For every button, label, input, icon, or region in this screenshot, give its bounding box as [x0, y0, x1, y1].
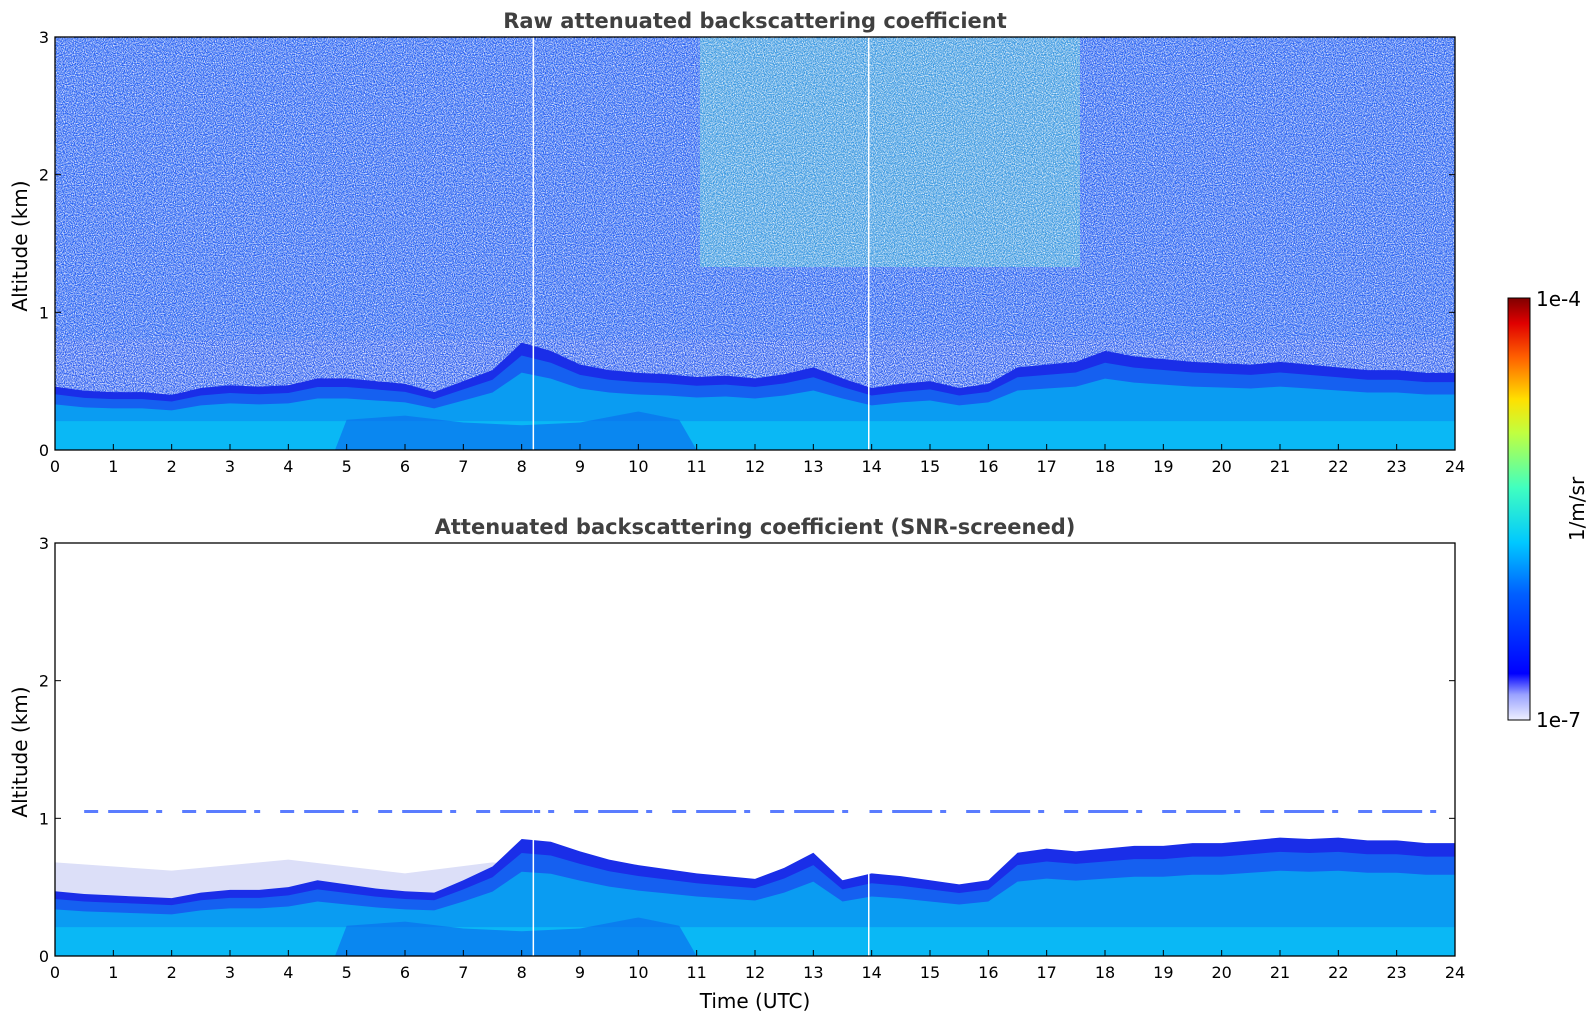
- x-tick-label: 19: [1153, 457, 1173, 476]
- x-tick-label: 16: [978, 963, 998, 982]
- x-tick-label: 4: [283, 963, 293, 982]
- x-tick-label: 3: [225, 457, 235, 476]
- x-tick-label: 19: [1153, 963, 1173, 982]
- x-tick-label: 1: [108, 457, 118, 476]
- x-tick-label: 6: [400, 963, 410, 982]
- top-y-axis-label: Altitude (km): [8, 180, 32, 311]
- x-tick-label: 14: [861, 457, 881, 476]
- x-tick-label: 5: [342, 457, 352, 476]
- x-tick-label: 17: [1036, 457, 1056, 476]
- x-tick-label: 2: [167, 963, 177, 982]
- low-aerosol-pocket: [335, 411, 697, 450]
- x-tick-label: 22: [1328, 963, 1348, 982]
- x-tick-label: 20: [1211, 457, 1231, 476]
- top-heatmap: [55, 37, 1455, 450]
- bottom-panel: Attenuated backscattering coefficient (S…: [8, 515, 1465, 1013]
- y-tick-label: 0: [39, 947, 49, 966]
- x-tick-label: 15: [920, 963, 940, 982]
- x-tick-label: 21: [1270, 963, 1290, 982]
- x-tick-label: 21: [1270, 457, 1290, 476]
- x-tick-label: 1: [108, 963, 118, 982]
- top-panel: Raw attenuated backscattering coefficien…: [8, 9, 1465, 476]
- top-title: Raw attenuated backscattering coefficien…: [503, 9, 1007, 33]
- bottom-x-axis-label: Time (UTC): [699, 989, 811, 1013]
- x-tick-label: 18: [1095, 963, 1115, 982]
- noise-speckle: [55, 37, 1455, 340]
- x-tick-label: 17: [1036, 963, 1056, 982]
- x-tick-label: 23: [1386, 963, 1406, 982]
- x-tick-label: 10: [628, 457, 648, 476]
- x-tick-label: 18: [1095, 457, 1115, 476]
- y-tick-label: 3: [39, 28, 49, 47]
- colorbar: 1e-4 1e-7 1/m/sr: [1507, 287, 1589, 732]
- x-tick-label: 16: [978, 457, 998, 476]
- y-tick-label: 1: [39, 303, 49, 322]
- x-tick-label: 8: [517, 457, 527, 476]
- colorbar-min-label: 1e-7: [1536, 708, 1581, 732]
- bottom-y-axis-label: Altitude (km): [8, 686, 32, 817]
- x-tick-label: 3: [225, 963, 235, 982]
- x-tick-label: 7: [458, 963, 468, 982]
- x-tick-label: 12: [745, 457, 765, 476]
- colorbar-unit-label: 1/m/sr: [1565, 476, 1589, 541]
- x-tick-label: 6: [400, 457, 410, 476]
- colorbar-gradient: [1507, 297, 1531, 721]
- y-tick-label: 0: [39, 441, 49, 460]
- bottom-heatmap: [55, 543, 1455, 956]
- x-tick-label: 11: [686, 963, 706, 982]
- x-tick-label: 15: [920, 457, 940, 476]
- x-tick-label: 24: [1445, 457, 1465, 476]
- bottom-title: Attenuated backscattering coefficient (S…: [435, 515, 1076, 539]
- y-tick-label: 2: [39, 166, 49, 185]
- low-aerosol-pocket: [335, 917, 697, 956]
- x-tick-label: 24: [1445, 963, 1465, 982]
- x-tick-label: 8: [517, 963, 527, 982]
- x-tick-label: 4: [283, 457, 293, 476]
- x-tick-label: 11: [686, 457, 706, 476]
- x-tick-label: 20: [1211, 963, 1231, 982]
- y-tick-label: 2: [39, 672, 49, 691]
- x-tick-label: 13: [803, 457, 823, 476]
- x-tick-label: 2: [167, 457, 177, 476]
- x-tick-label: 9: [575, 457, 585, 476]
- x-tick-label: 7: [458, 457, 468, 476]
- x-tick-label: 23: [1386, 457, 1406, 476]
- x-tick-label: 22: [1328, 457, 1348, 476]
- x-tick-label: 14: [861, 963, 881, 982]
- y-tick-label: 3: [39, 534, 49, 553]
- x-tick-label: 12: [745, 963, 765, 982]
- x-tick-label: 9: [575, 963, 585, 982]
- x-tick-label: 0: [50, 963, 60, 982]
- y-tick-label: 1: [39, 809, 49, 828]
- x-tick-label: 0: [50, 457, 60, 476]
- x-tick-label: 5: [342, 963, 352, 982]
- x-tick-label: 10: [628, 963, 648, 982]
- x-tick-label: 13: [803, 963, 823, 982]
- colorbar-max-label: 1e-4: [1536, 287, 1581, 311]
